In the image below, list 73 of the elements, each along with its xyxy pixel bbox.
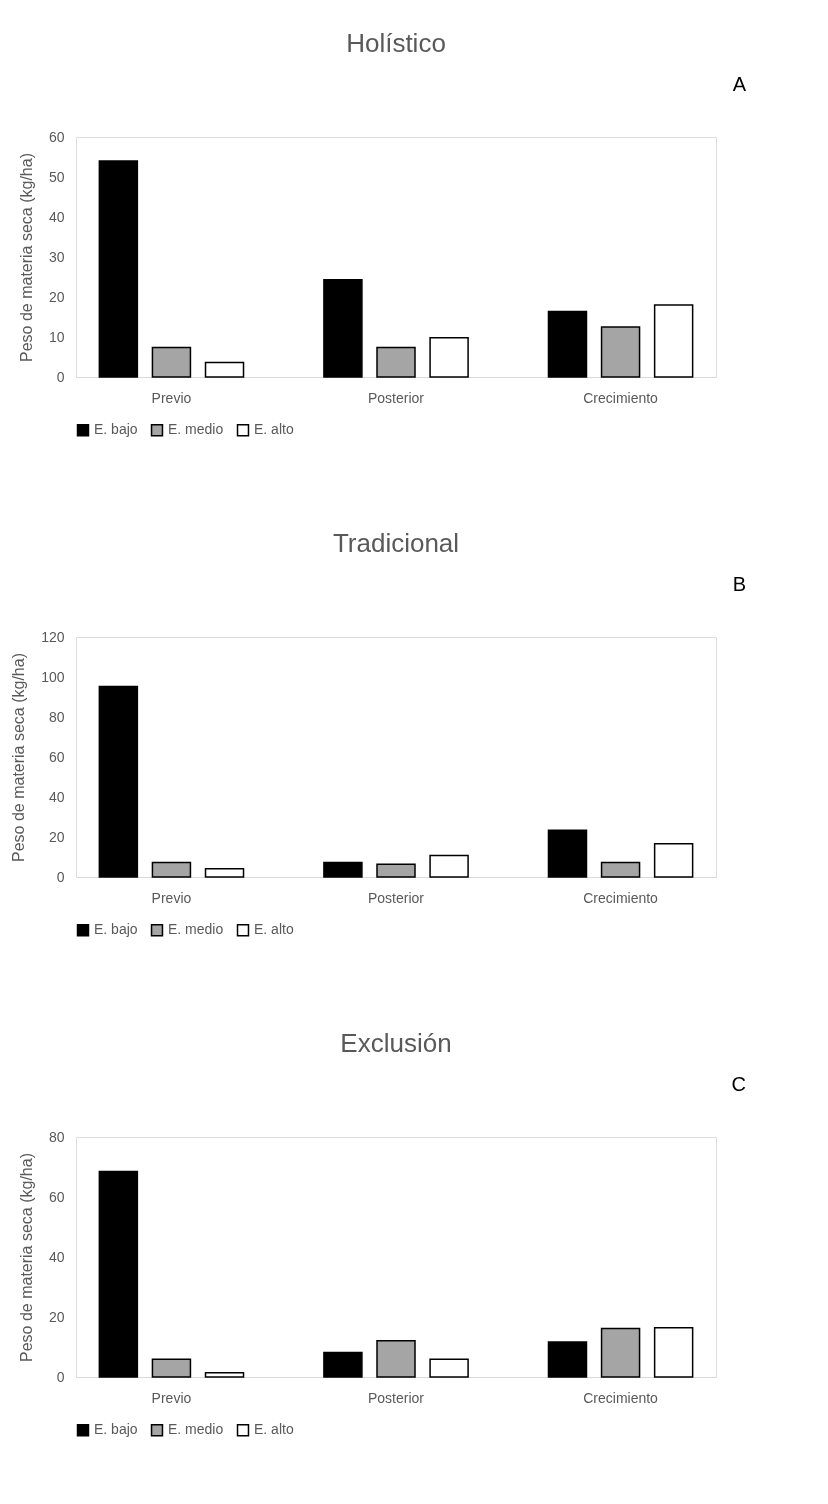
y-tick-label: 60 xyxy=(48,1188,65,1205)
legend-label: E. alto xyxy=(254,421,294,438)
bar xyxy=(376,346,416,378)
bar xyxy=(151,346,192,378)
bar xyxy=(323,1351,363,1378)
chart-title: Exclusión xyxy=(340,1028,452,1058)
bar xyxy=(653,1327,694,1378)
y-tick-label: 10 xyxy=(48,328,65,345)
bar xyxy=(429,337,469,378)
x-tick-label: Crecimiento xyxy=(583,389,659,406)
legend-label: E. bajo xyxy=(94,421,138,438)
bar xyxy=(429,854,469,878)
y-tick-label: 60 xyxy=(48,128,65,145)
bar xyxy=(600,1327,641,1378)
x-tick-label: Previo xyxy=(151,889,192,906)
legend-label: E. medio xyxy=(168,421,224,438)
bar xyxy=(204,361,245,378)
legend-label: E. alto xyxy=(254,921,294,938)
y-tick-label: 100 xyxy=(41,668,65,685)
legend-label: E. bajo xyxy=(94,921,138,938)
y-tick-label: 120 xyxy=(41,628,65,645)
y-tick-label: 80 xyxy=(48,708,65,725)
bar xyxy=(98,685,139,878)
bar xyxy=(98,160,139,378)
bar xyxy=(653,304,694,378)
bar xyxy=(547,310,588,378)
legend-label: E. medio xyxy=(168,1421,224,1438)
bar xyxy=(151,861,192,878)
text: C xyxy=(731,1073,746,1095)
x-tick-label: Previo xyxy=(151,1389,192,1406)
y-tick-label: 50 xyxy=(48,168,65,185)
bar xyxy=(204,1372,245,1378)
y-tick-label: 60 xyxy=(48,748,65,765)
y-tick-label: 20 xyxy=(48,1308,65,1325)
bar xyxy=(151,1358,192,1378)
bar xyxy=(653,843,694,878)
bar xyxy=(323,861,363,878)
y-tick-label: 20 xyxy=(48,828,65,845)
x-tick-label: Posterior xyxy=(367,1389,425,1406)
chart-title: Holístico xyxy=(346,28,446,58)
y-axis-title: Peso de materia seca (kg/ha) xyxy=(17,1153,35,1362)
bar xyxy=(547,829,588,878)
y-tick-label: 30 xyxy=(48,248,65,265)
y-tick-label: 0 xyxy=(56,1368,65,1385)
y-tick-label: 0 xyxy=(56,368,65,385)
bar xyxy=(547,1341,588,1378)
y-tick-label: 80 xyxy=(48,1128,65,1145)
legend-label: E. bajo xyxy=(94,1421,138,1438)
legend-label: E. alto xyxy=(254,1421,294,1438)
bar xyxy=(204,868,245,878)
bar xyxy=(600,326,641,378)
bar xyxy=(98,1170,139,1378)
bar xyxy=(429,1358,469,1378)
bar xyxy=(376,863,416,878)
x-tick-label: Posterior xyxy=(367,389,425,406)
bar xyxy=(323,279,363,378)
x-tick-label: Crecimiento xyxy=(583,1389,659,1406)
x-tick-label: Crecimiento xyxy=(583,889,659,906)
y-axis-title: Peso de materia seca (kg/ha) xyxy=(10,653,28,862)
y-tick-label: 40 xyxy=(48,1248,65,1265)
y-tick-label: 40 xyxy=(48,788,65,805)
y-tick-label: 20 xyxy=(48,288,65,305)
chart-title: Tradicional xyxy=(332,528,460,558)
y-axis-title: Peso de materia seca (kg/ha) xyxy=(17,153,35,362)
bar xyxy=(376,1339,416,1378)
text: A xyxy=(732,73,747,95)
y-tick-label: 0 xyxy=(56,868,65,885)
text: B xyxy=(732,573,746,595)
y-tick-label: 40 xyxy=(48,208,65,225)
x-tick-label: Posterior xyxy=(367,889,425,906)
legend-label: E. medio xyxy=(168,921,224,938)
bar xyxy=(600,861,641,878)
x-tick-label: Previo xyxy=(151,389,192,406)
